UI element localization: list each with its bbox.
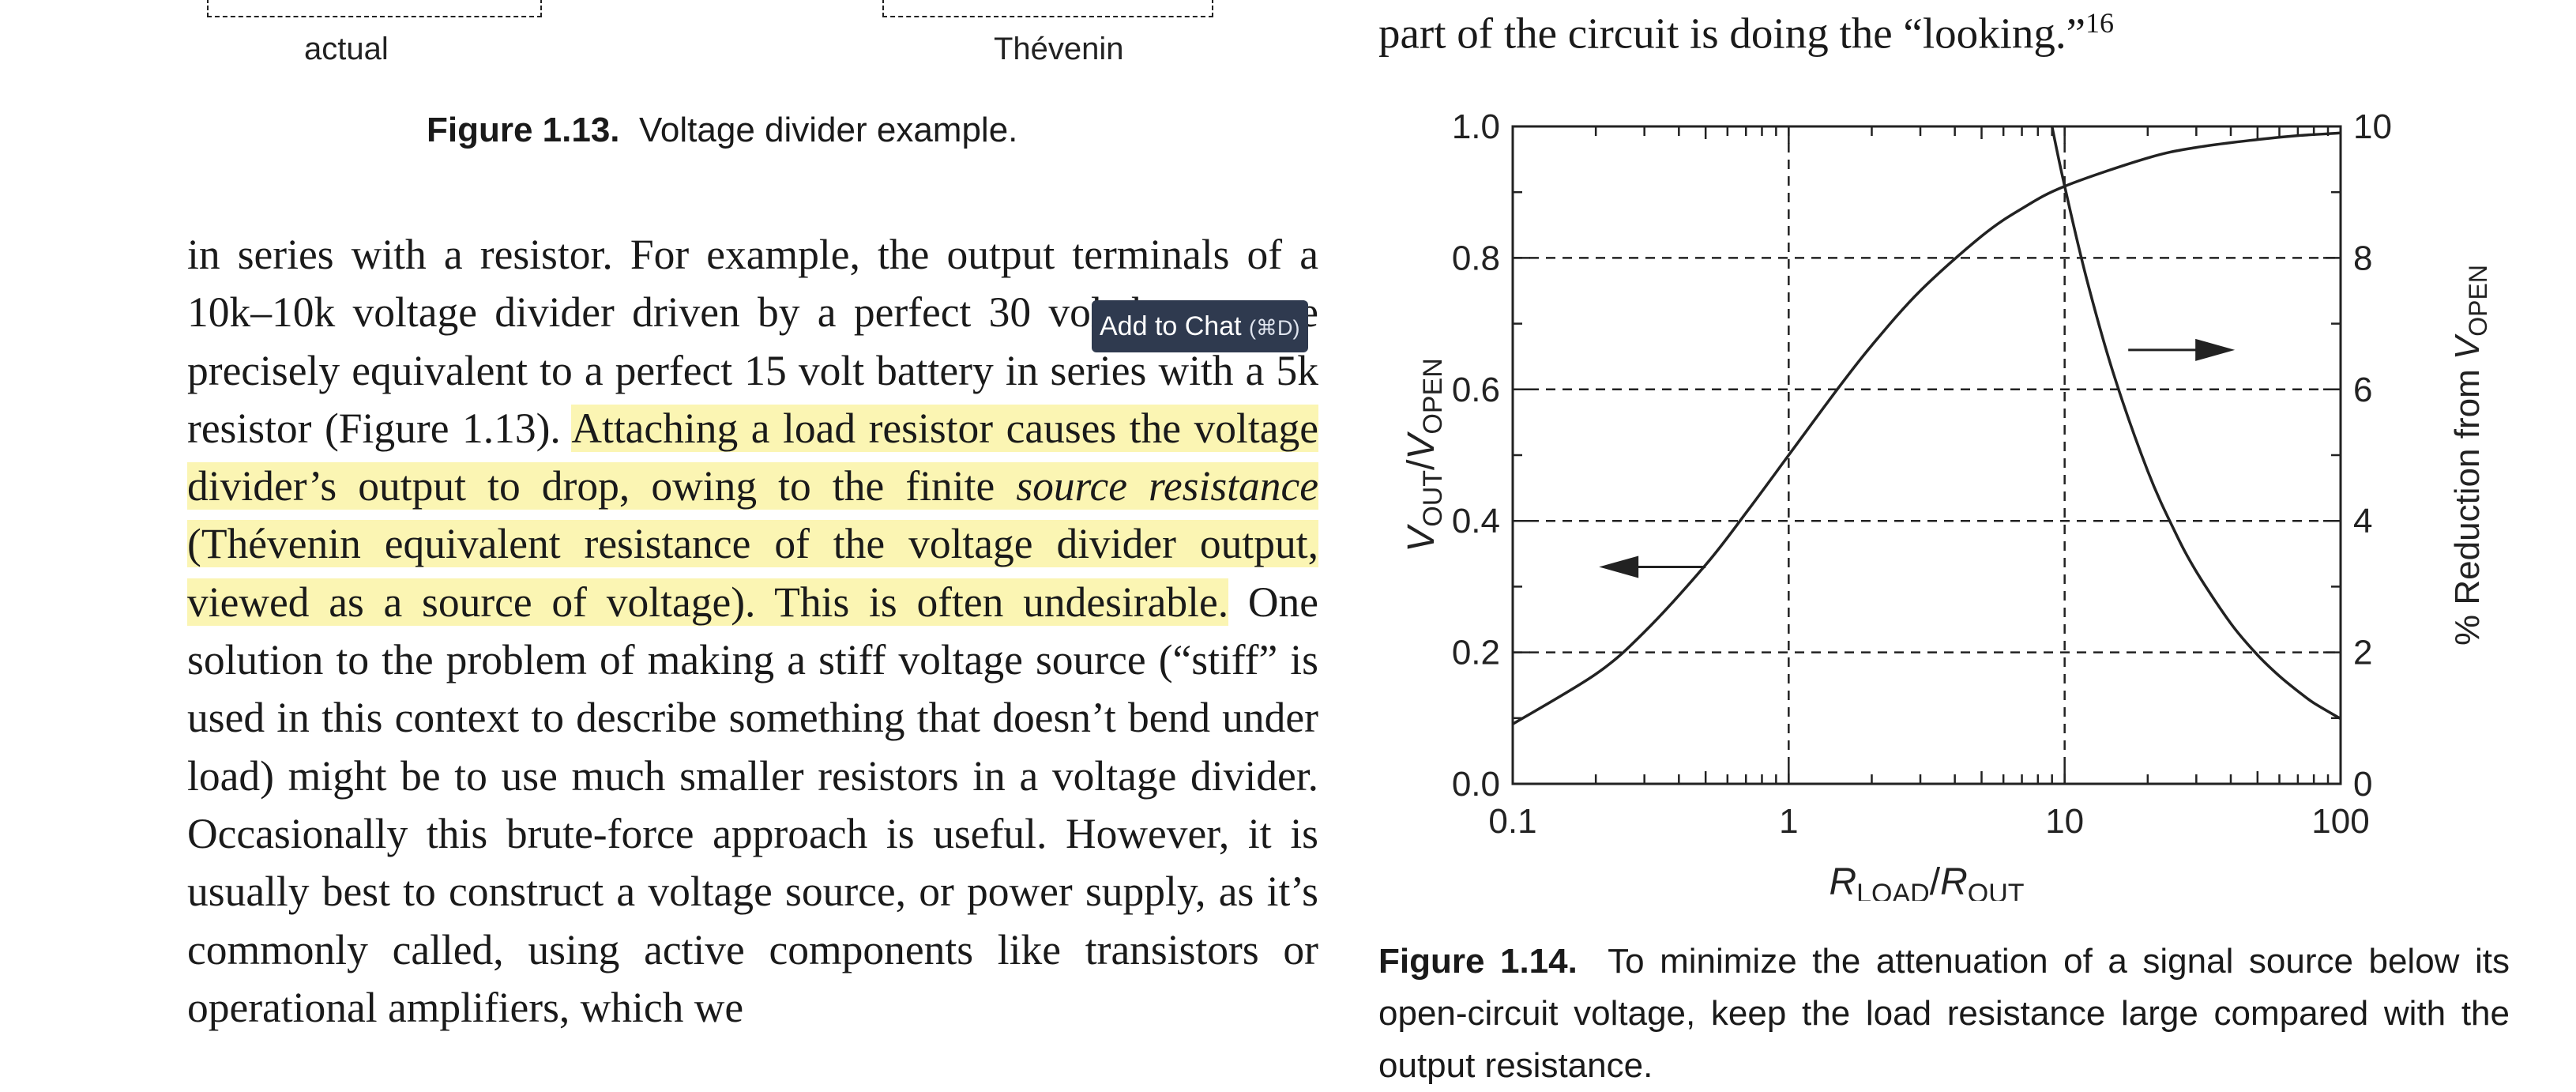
y-right-tick-label: 4 xyxy=(2353,502,2372,540)
figure-1-13-caption: Figure 1.13. Voltage divider example. xyxy=(427,111,1017,150)
arrow-left-head xyxy=(1599,555,1639,578)
actual-circuit-box xyxy=(207,0,542,17)
series-line-vout xyxy=(1513,131,2341,725)
x-axis-label: RLOAD/ROUT xyxy=(1829,861,2024,901)
y-right-tick-label: 10 xyxy=(2353,107,2392,146)
label-thevenin: Thévenin xyxy=(994,32,1124,66)
caption-text: To minimize the attenuation of a signal … xyxy=(1378,942,2510,1085)
y-left-tick-label: 0.2 xyxy=(1452,634,1500,672)
y-left-tick-label: 1.0 xyxy=(1452,107,1500,146)
y-right-tick-label: 0 xyxy=(2353,765,2372,804)
y-right-tick-label: 8 xyxy=(2353,239,2372,277)
arrow-right-head xyxy=(2195,338,2236,361)
caption-number: Figure 1.13. xyxy=(427,111,620,149)
y-right-tick-label: 2 xyxy=(2353,634,2372,672)
label-actual: actual xyxy=(304,32,389,66)
body-text: in series with a resistor. For example, … xyxy=(187,226,1319,1037)
text-plain: in series with a resistor. For example, … xyxy=(187,231,1318,452)
x-tick-label: 10 xyxy=(2045,802,2084,841)
thevenin-circuit-box xyxy=(882,0,1213,17)
series-line-reduction xyxy=(2050,126,2341,721)
y-left-tick-label: 0.8 xyxy=(1452,239,1500,277)
plot-frame xyxy=(1511,125,2342,785)
y-left-tick-label: 0.6 xyxy=(1452,371,1500,409)
add-to-chat-tooltip[interactable]: Add to Chat (⌘D) xyxy=(1092,300,1308,352)
y-axis-label-left: VOUT/VOPEN xyxy=(1401,358,1448,552)
figure-1-14-chart: 0.1 1 10 100 0.0 0.2 0.4 0.6 0.8 1.0 0 2 4 6 8 10 RLOAD/… xyxy=(1401,107,2492,901)
caption-number: Figure 1.14. xyxy=(1378,942,1578,981)
figure-1-14-caption: Figure 1.14. To minimize the attenuation… xyxy=(1378,936,2510,1092)
highlight-part-2: (Thévenin equivalent resistance of the v… xyxy=(187,520,1318,626)
footnote-ref[interactable]: 16 xyxy=(2085,7,2115,39)
x-tick-label: 0.1 xyxy=(1488,802,1536,841)
right-top-line: part of the circuit is doing the “lookin… xyxy=(1378,0,2114,61)
y-left-tick-label: 0.4 xyxy=(1452,502,1500,540)
highlight-part-1: Attaching a load resistor causes the vol… xyxy=(187,404,1318,510)
y-left-tick-label: 0.0 xyxy=(1452,765,1500,804)
caption-text: Voltage divider example. xyxy=(639,111,1018,149)
x-tick-label: 100 xyxy=(2311,802,2369,841)
text-rest: One solution to the problem of making a … xyxy=(187,578,1318,1031)
paragraph: in series with a resistor. For example, … xyxy=(187,226,1319,1037)
tooltip-label: Add to Chat xyxy=(1100,311,1242,341)
y-right-tick-label: 6 xyxy=(2353,371,2372,409)
term-source-resistance: source resistance xyxy=(1016,462,1319,510)
x-tick-label: 1 xyxy=(1779,802,1798,841)
right-top-text: part of the circuit is doing the “lookin… xyxy=(1378,9,2086,58)
y-axis-label-right: % Reduction from VOPEN xyxy=(2448,265,2492,646)
tooltip-shortcut: (⌘D) xyxy=(1249,316,1300,340)
